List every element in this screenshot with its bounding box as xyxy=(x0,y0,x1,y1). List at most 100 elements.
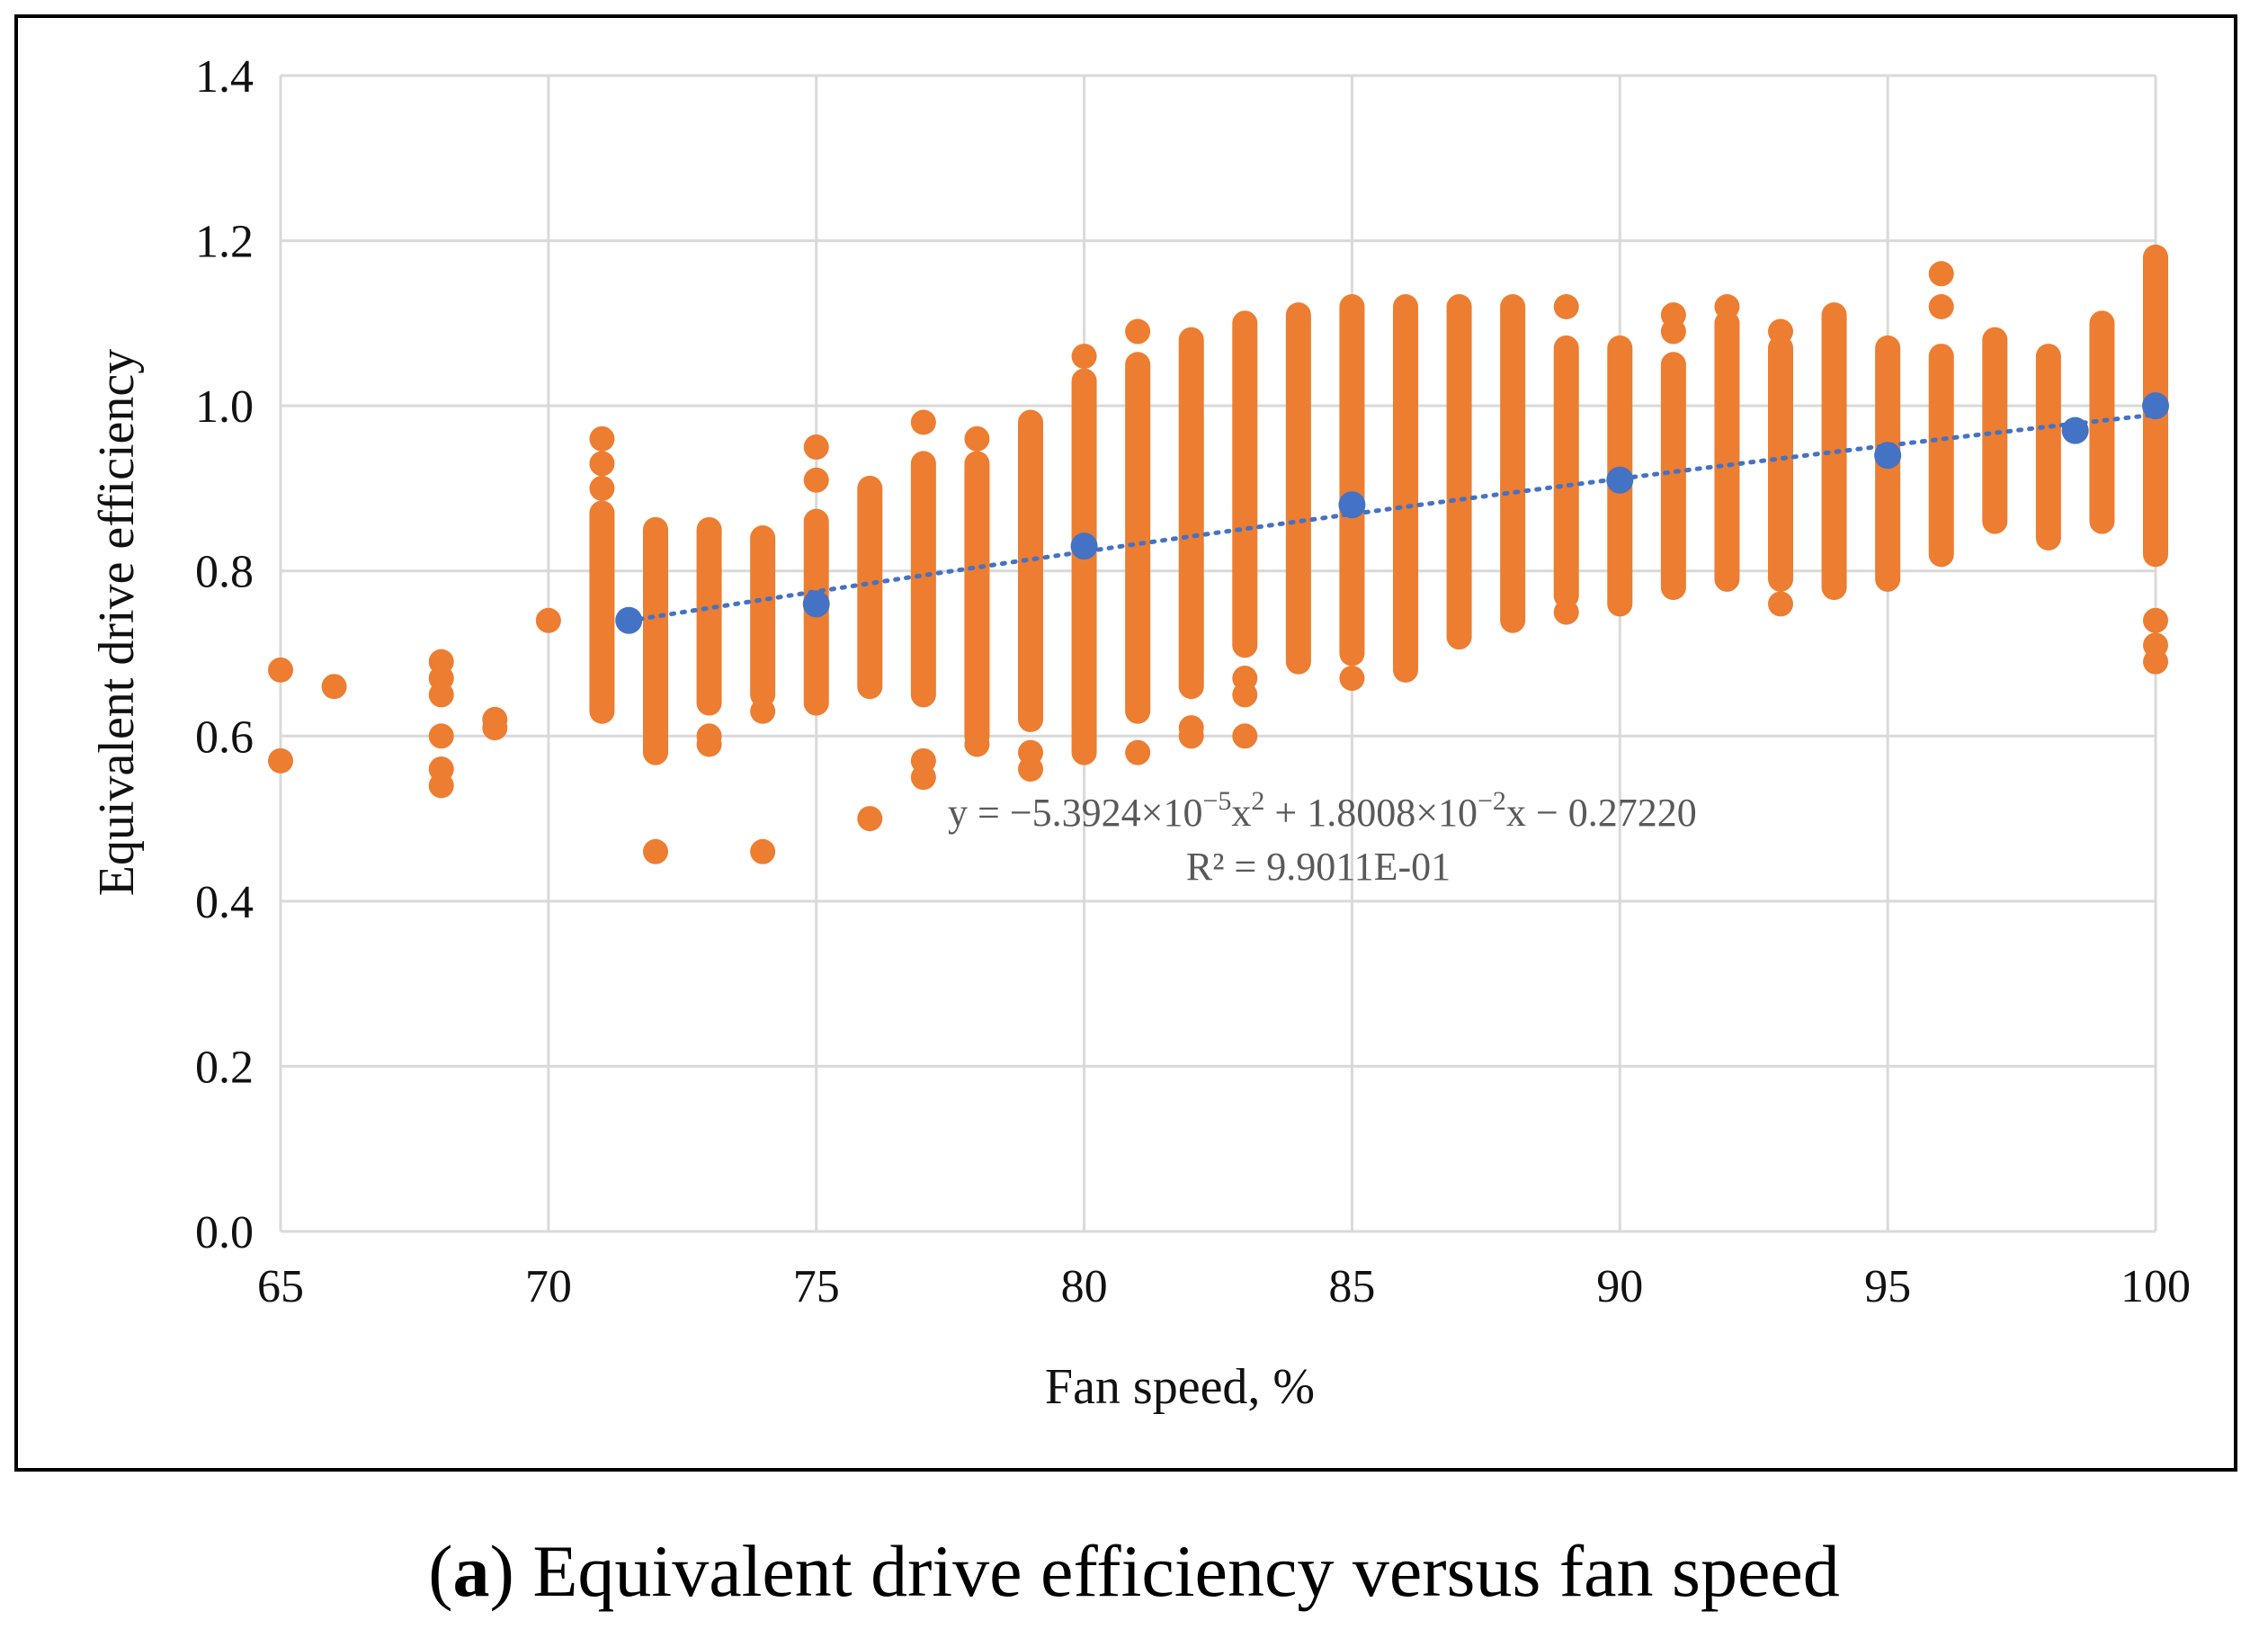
measured-column xyxy=(1071,368,1097,765)
measured-column xyxy=(1178,327,1204,700)
measured-column xyxy=(1285,302,1311,675)
grid-lines xyxy=(279,74,2157,1233)
measured-column xyxy=(589,500,615,724)
measured-point xyxy=(482,715,508,741)
fitted-point xyxy=(1874,442,1902,470)
y-tick-label: 0.2 xyxy=(195,1042,254,1093)
measured-column xyxy=(910,451,936,708)
trendline-r2: R² = 9.9011E-01 xyxy=(1186,845,1451,889)
y-tick-label: 1.0 xyxy=(195,381,254,433)
measured-point xyxy=(1768,318,1793,345)
measured-column xyxy=(1125,352,1151,724)
measured-column xyxy=(1339,294,1365,667)
measured-point xyxy=(321,674,347,700)
fitted-point xyxy=(615,606,643,634)
caption-text: Equivalent drive efficiency versus fan s… xyxy=(513,1530,1840,1612)
y-tick-label: 0.6 xyxy=(195,712,254,763)
measured-point xyxy=(1232,682,1258,708)
x-tick-label: 85 xyxy=(1328,1261,1375,1312)
measured-column xyxy=(1393,294,1418,683)
measured-point xyxy=(1339,666,1365,692)
measured-point xyxy=(589,425,615,452)
measured-column xyxy=(1928,344,1954,568)
measured-column xyxy=(1446,294,1472,650)
eq-mid: x xyxy=(1231,791,1251,835)
x-tick-labels: 65 70 75 80 85 90 95 100 xyxy=(257,1261,2191,1312)
measured-point xyxy=(910,409,936,435)
fitted-point xyxy=(1606,466,1634,494)
trendline-equation: y = −5.3924×10−5x2 + 1.8008×10−2x − 0.27… xyxy=(948,786,1697,835)
measured-point xyxy=(803,467,829,493)
y-axis-title: Equivalent drive efficiency xyxy=(89,349,145,896)
measured-point xyxy=(268,747,293,774)
measured-point xyxy=(2143,649,2168,675)
trendline xyxy=(626,412,2158,623)
y-tick-label: 1.4 xyxy=(195,51,254,103)
y-tick-labels: 0.0 0.2 0.4 0.6 0.8 1.0 1.2 1.4 xyxy=(195,51,254,1258)
eq-lead: y = −5.3924×10 xyxy=(948,791,1202,835)
measured-point xyxy=(1125,739,1151,765)
measured-point xyxy=(964,425,990,452)
measured-point xyxy=(1232,723,1258,749)
measured-point xyxy=(750,698,776,724)
measured-point xyxy=(803,434,829,461)
eq-mid2: + 1.8008×10 xyxy=(1264,791,1478,835)
x-tick-label: 100 xyxy=(2121,1261,2191,1312)
measured-column xyxy=(1768,335,1793,592)
measured-point xyxy=(535,607,561,633)
fitted-point xyxy=(2061,416,2089,444)
measured-point xyxy=(696,731,722,757)
y-tick-label: 0.8 xyxy=(195,547,254,598)
measured-point xyxy=(1178,723,1204,749)
measured-point xyxy=(1928,294,1954,319)
measured-point xyxy=(1553,599,1579,625)
measured-point xyxy=(643,838,668,864)
measured-column xyxy=(1553,335,1579,609)
measured-point xyxy=(857,806,883,832)
measured-point xyxy=(268,657,293,683)
measured-point xyxy=(1553,294,1579,319)
measured-point xyxy=(910,765,936,791)
eq-exp2: −2 xyxy=(1478,786,1506,816)
fitted-point xyxy=(2142,392,2169,420)
measured-point xyxy=(2143,607,2168,633)
measured-column xyxy=(1660,352,1686,601)
fitted-series xyxy=(615,392,2169,634)
x-tick-label: 75 xyxy=(793,1261,840,1312)
measured-point xyxy=(964,731,990,757)
x-tick-label: 80 xyxy=(1061,1261,1108,1312)
x-tick-label: 65 xyxy=(257,1261,304,1312)
measured-point xyxy=(589,451,615,477)
y-tick-label: 1.2 xyxy=(195,217,254,268)
measured-point xyxy=(750,838,776,864)
measured-point xyxy=(1660,318,1686,345)
measured-column xyxy=(2035,344,2061,550)
x-axis-title: Fan speed, % xyxy=(1045,1359,1315,1415)
eq-tail: x − 0.27220 xyxy=(1506,791,1697,835)
measured-point xyxy=(1018,756,1043,782)
x-tick-label: 95 xyxy=(1864,1261,1911,1312)
measured-point xyxy=(1714,294,1740,319)
measured-column xyxy=(964,451,990,749)
measured-point xyxy=(428,723,454,749)
measured-point xyxy=(1768,591,1793,617)
figure-caption: (a) Equivalent drive efficiency versus f… xyxy=(428,1530,1840,1612)
eq-sq: 2 xyxy=(1251,786,1264,816)
chart-frame xyxy=(14,14,2237,1472)
measured-column xyxy=(750,525,776,708)
measured-column xyxy=(1500,294,1526,633)
measured-column xyxy=(1821,302,1847,601)
measured-column xyxy=(857,475,883,700)
fitted-point xyxy=(1338,491,1366,519)
measured-column xyxy=(696,516,722,716)
measured-column xyxy=(1714,310,1740,592)
trendline-path xyxy=(626,412,2158,623)
x-tick-label: 90 xyxy=(1596,1261,1643,1312)
eq-exp1: −5 xyxy=(1202,786,1231,816)
measured-point xyxy=(1071,344,1097,370)
fitted-point xyxy=(802,590,830,618)
caption-label: a xyxy=(452,1530,490,1612)
measured-column xyxy=(1232,310,1258,658)
measured-column xyxy=(1018,409,1043,732)
